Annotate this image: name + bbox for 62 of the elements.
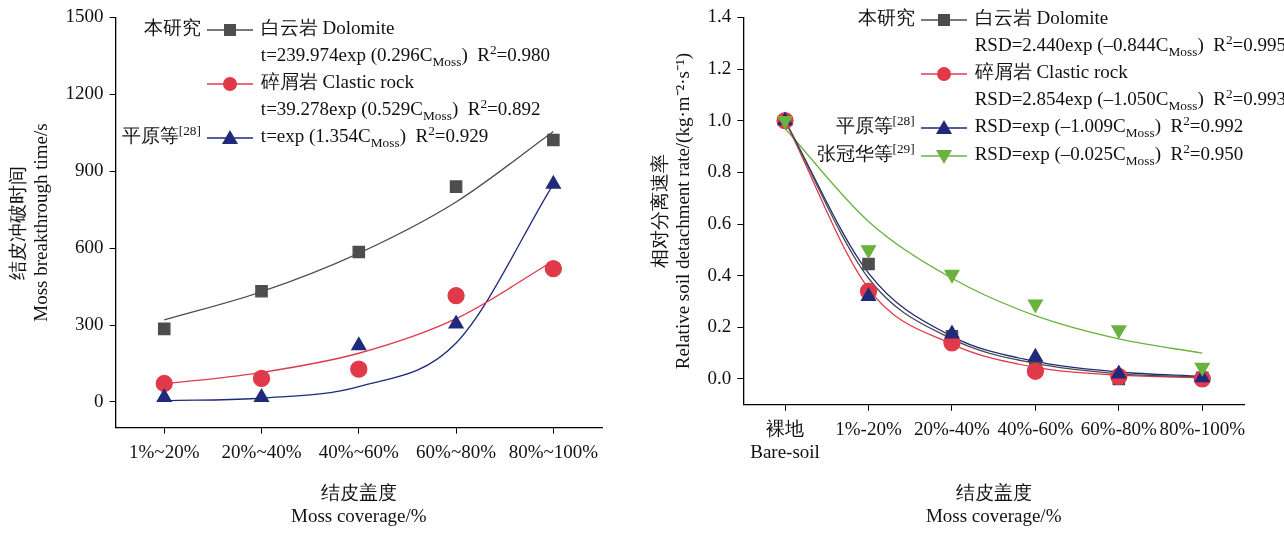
y-tick-label: 300: [75, 313, 104, 335]
point: [447, 286, 465, 305]
y-tick-label: 0.8: [707, 160, 732, 182]
x-tick-label: 80%~100%: [508, 440, 599, 462]
x-tick-label: 40%-60%: [997, 418, 1074, 440]
point: [1027, 348, 1043, 362]
x-axis-title: 结皮盖度 Moss coverage/%: [291, 481, 427, 526]
point: [860, 245, 877, 259]
x-tick-label: 40%~60%: [318, 440, 399, 462]
point: [545, 175, 561, 189]
point: [350, 360, 368, 378]
y-tick-label: 1.2: [707, 57, 732, 79]
annotation: 本研究: [143, 17, 201, 38]
point: [253, 388, 270, 402]
legend-label: RSD=exp (–1.009C$_{Moss}$) R$^{2}$=0.992: [974, 112, 1245, 140]
legend-label: t=exp (1.354C$_{Moss}$) R$^{2}$=0.929: [260, 122, 490, 150]
point: [255, 284, 268, 298]
point: [157, 322, 171, 336]
annotation: 张冠华等$^{[29]}$: [816, 140, 915, 164]
y-tick-label: 0.4: [707, 263, 732, 285]
point: [449, 180, 463, 193]
x-tick-label: 20%~40%: [221, 440, 302, 462]
point: [252, 369, 271, 388]
point: [544, 260, 563, 278]
y-axis-title: 结皮冲破时间 Moss breakthrough time/s: [7, 123, 52, 322]
x-axis-title: 结皮盖度 Moss coverage/%: [925, 481, 1062, 526]
point: [1027, 299, 1043, 313]
x-tick-label: 20%-40%: [913, 418, 991, 440]
annotation: 本研究: [857, 7, 915, 28]
point: [1026, 362, 1045, 380]
x-tick-label: 1%-20%: [835, 418, 902, 440]
y-tick-label: 1.0: [707, 108, 732, 130]
y-tick-label: 1500: [65, 5, 104, 27]
y-tick-label: 0.0: [707, 366, 732, 388]
legend-label: RSD=exp (–0.025C$_{Moss}$) R$^{2}$=0.950: [974, 140, 1245, 168]
y-tick-label: 1.4: [707, 5, 732, 27]
point: [352, 245, 366, 259]
annotation: 平原等$^{[28]}$: [121, 122, 201, 146]
point: [1111, 365, 1127, 379]
point: [944, 325, 960, 339]
x-tick-label: 60%~80%: [416, 440, 497, 462]
y-axis-title: 相对分离速率 Relative soil detachment rate/(kg·m⁻²·s⁻¹): [649, 52, 695, 370]
y-tick-label: 0.6: [707, 212, 732, 233]
y-tick-label: 900: [75, 159, 104, 181]
annotation: 平原等$^{[28]}$: [835, 112, 915, 136]
x-tick-label: 裸地 Bare-soil: [750, 418, 820, 462]
y-tick-label: 1200: [65, 82, 104, 104]
point: [862, 257, 875, 271]
x-tick-label: 1%~20%: [129, 440, 200, 462]
y-tick-label: 0.2: [707, 315, 732, 337]
y-tick-label: 0: [94, 389, 104, 411]
point: [448, 315, 464, 329]
point: [156, 388, 172, 402]
point: [155, 374, 173, 393]
point: [351, 336, 367, 351]
point: [944, 269, 960, 284]
point: [777, 116, 793, 130]
x-tick-label: 80%-100%: [1159, 418, 1246, 440]
y-tick-label: 600: [75, 236, 104, 258]
legend-label: 白云岩 Dolomite t=239.974exp (0.296C$_{Moss}$) R$^{2}$=0.980: [260, 16, 550, 69]
point: [547, 133, 560, 147]
x-tick-label: 60%-80%: [1080, 418, 1157, 440]
